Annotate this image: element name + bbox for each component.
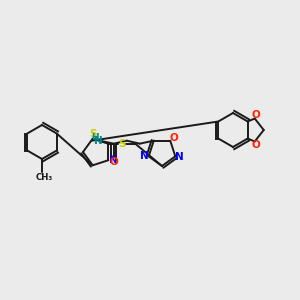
Text: H: H: [91, 133, 99, 142]
Text: N: N: [140, 151, 149, 161]
Text: CH₃: CH₃: [35, 173, 52, 182]
Text: O: O: [251, 110, 260, 121]
Text: O: O: [110, 157, 118, 167]
Text: O: O: [170, 133, 178, 143]
Text: N: N: [109, 155, 118, 165]
Text: N: N: [175, 152, 184, 162]
Text: N: N: [94, 136, 103, 146]
Text: S: S: [118, 139, 126, 149]
Text: O: O: [251, 140, 260, 149]
Text: S: S: [89, 129, 96, 139]
